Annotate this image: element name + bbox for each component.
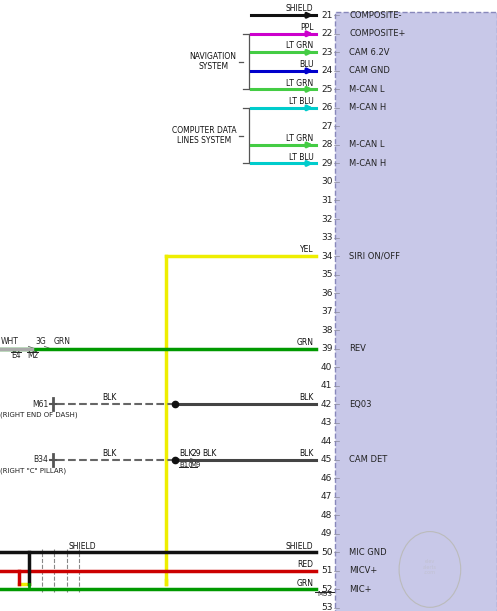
- Text: SHIELD: SHIELD: [286, 541, 314, 551]
- Text: BLK: BLK: [299, 449, 314, 458]
- Text: 48: 48: [321, 511, 332, 520]
- Text: GRN: GRN: [297, 579, 314, 588]
- Text: REV: REV: [349, 344, 366, 353]
- Text: 41: 41: [321, 381, 332, 390]
- Text: BLU: BLU: [299, 60, 314, 69]
- Text: EQ03: EQ03: [349, 400, 372, 409]
- Text: M61: M61: [32, 400, 48, 409]
- Text: 34: 34: [321, 252, 332, 260]
- Text: 46: 46: [321, 474, 332, 483]
- Text: COMPUTER DATA
LINES SYSTEM: COMPUTER DATA LINES SYSTEM: [172, 126, 237, 145]
- Text: LT BLU: LT BLU: [289, 153, 314, 161]
- Text: GRN: GRN: [297, 338, 314, 347]
- Text: 53: 53: [321, 604, 332, 611]
- Text: 31: 31: [321, 196, 332, 205]
- Text: 25: 25: [321, 85, 332, 94]
- Text: SHIELD: SHIELD: [286, 4, 314, 13]
- Text: 21: 21: [321, 11, 332, 20]
- Text: GRN: GRN: [54, 337, 71, 346]
- Text: B10: B10: [179, 462, 193, 467]
- Text: BLK: BLK: [102, 449, 116, 458]
- Text: COMPOSITE-: COMPOSITE-: [349, 11, 402, 20]
- Text: NAVIGATION
SYSTEM: NAVIGATION SYSTEM: [189, 52, 237, 71]
- Text: 42: 42: [321, 400, 332, 409]
- Text: 32: 32: [321, 214, 332, 224]
- Text: elev
alerts
.com: elev alerts .com: [423, 558, 437, 576]
- Text: 3G: 3G: [36, 337, 47, 346]
- Text: BLK: BLK: [102, 393, 116, 403]
- Text: 26: 26: [321, 103, 332, 112]
- Text: 52: 52: [321, 585, 332, 594]
- Text: CAM DET: CAM DET: [349, 455, 388, 464]
- FancyBboxPatch shape: [335, 12, 497, 611]
- Text: 24: 24: [321, 67, 332, 75]
- Text: 29: 29: [321, 159, 332, 168]
- Text: BLK: BLK: [299, 393, 314, 403]
- Text: 44: 44: [321, 437, 332, 446]
- Text: MICV+: MICV+: [349, 566, 378, 576]
- Text: M2: M2: [27, 351, 39, 360]
- Text: 36: 36: [321, 288, 332, 298]
- Text: PPL: PPL: [300, 23, 314, 32]
- Text: BLK: BLK: [179, 449, 194, 458]
- Text: 45: 45: [321, 455, 332, 464]
- Text: M-CAN L: M-CAN L: [349, 141, 385, 150]
- Text: 28: 28: [321, 141, 332, 150]
- Text: E4: E4: [11, 351, 20, 360]
- Text: 50: 50: [321, 548, 332, 557]
- Text: M9: M9: [190, 462, 201, 467]
- Text: CAM GND: CAM GND: [349, 67, 390, 75]
- Text: M-CAN L: M-CAN L: [349, 85, 385, 94]
- Text: 30: 30: [321, 177, 332, 186]
- Text: 38: 38: [321, 326, 332, 335]
- Text: 37: 37: [321, 307, 332, 316]
- Text: M-CAN H: M-CAN H: [349, 159, 387, 168]
- Text: M-CAN H: M-CAN H: [349, 103, 387, 112]
- Text: LT BLU: LT BLU: [289, 97, 314, 106]
- Text: SIRI ON/OFF: SIRI ON/OFF: [349, 252, 401, 260]
- Text: MIC+: MIC+: [349, 585, 372, 594]
- Text: COMPOSITE+: COMPOSITE+: [349, 29, 406, 38]
- Text: RED: RED: [298, 560, 314, 569]
- Text: 23: 23: [321, 48, 332, 57]
- Text: 33: 33: [321, 233, 332, 242]
- Text: YEL: YEL: [300, 245, 314, 254]
- Text: MIC GND: MIC GND: [349, 548, 387, 557]
- Text: 40: 40: [321, 363, 332, 371]
- Text: 39: 39: [321, 344, 332, 353]
- Text: (RIGHT "C" PILLAR): (RIGHT "C" PILLAR): [0, 467, 66, 474]
- Text: 35: 35: [321, 270, 332, 279]
- Text: >: >: [189, 455, 196, 464]
- Text: LT GRN: LT GRN: [286, 79, 314, 87]
- Text: B34: B34: [33, 455, 48, 464]
- Text: 29: 29: [191, 449, 201, 458]
- Text: CAM 6.2V: CAM 6.2V: [349, 48, 390, 57]
- Text: WHT: WHT: [1, 337, 19, 346]
- Text: LT GRN: LT GRN: [286, 134, 314, 143]
- Text: BLK: BLK: [202, 449, 217, 458]
- Text: SHIELD: SHIELD: [68, 541, 96, 551]
- Text: >: >: [176, 455, 184, 464]
- Text: 22: 22: [321, 29, 332, 38]
- Text: >: >: [27, 344, 35, 353]
- Text: >: >: [43, 344, 51, 353]
- Text: M93: M93: [317, 591, 332, 598]
- Text: LT GRN: LT GRN: [286, 42, 314, 51]
- Text: 43: 43: [321, 419, 332, 427]
- Text: 47: 47: [321, 492, 332, 501]
- Text: (RIGHT END OF DASH): (RIGHT END OF DASH): [0, 412, 78, 418]
- Text: 51: 51: [321, 566, 332, 576]
- Text: 49: 49: [321, 529, 332, 538]
- Text: 27: 27: [321, 122, 332, 131]
